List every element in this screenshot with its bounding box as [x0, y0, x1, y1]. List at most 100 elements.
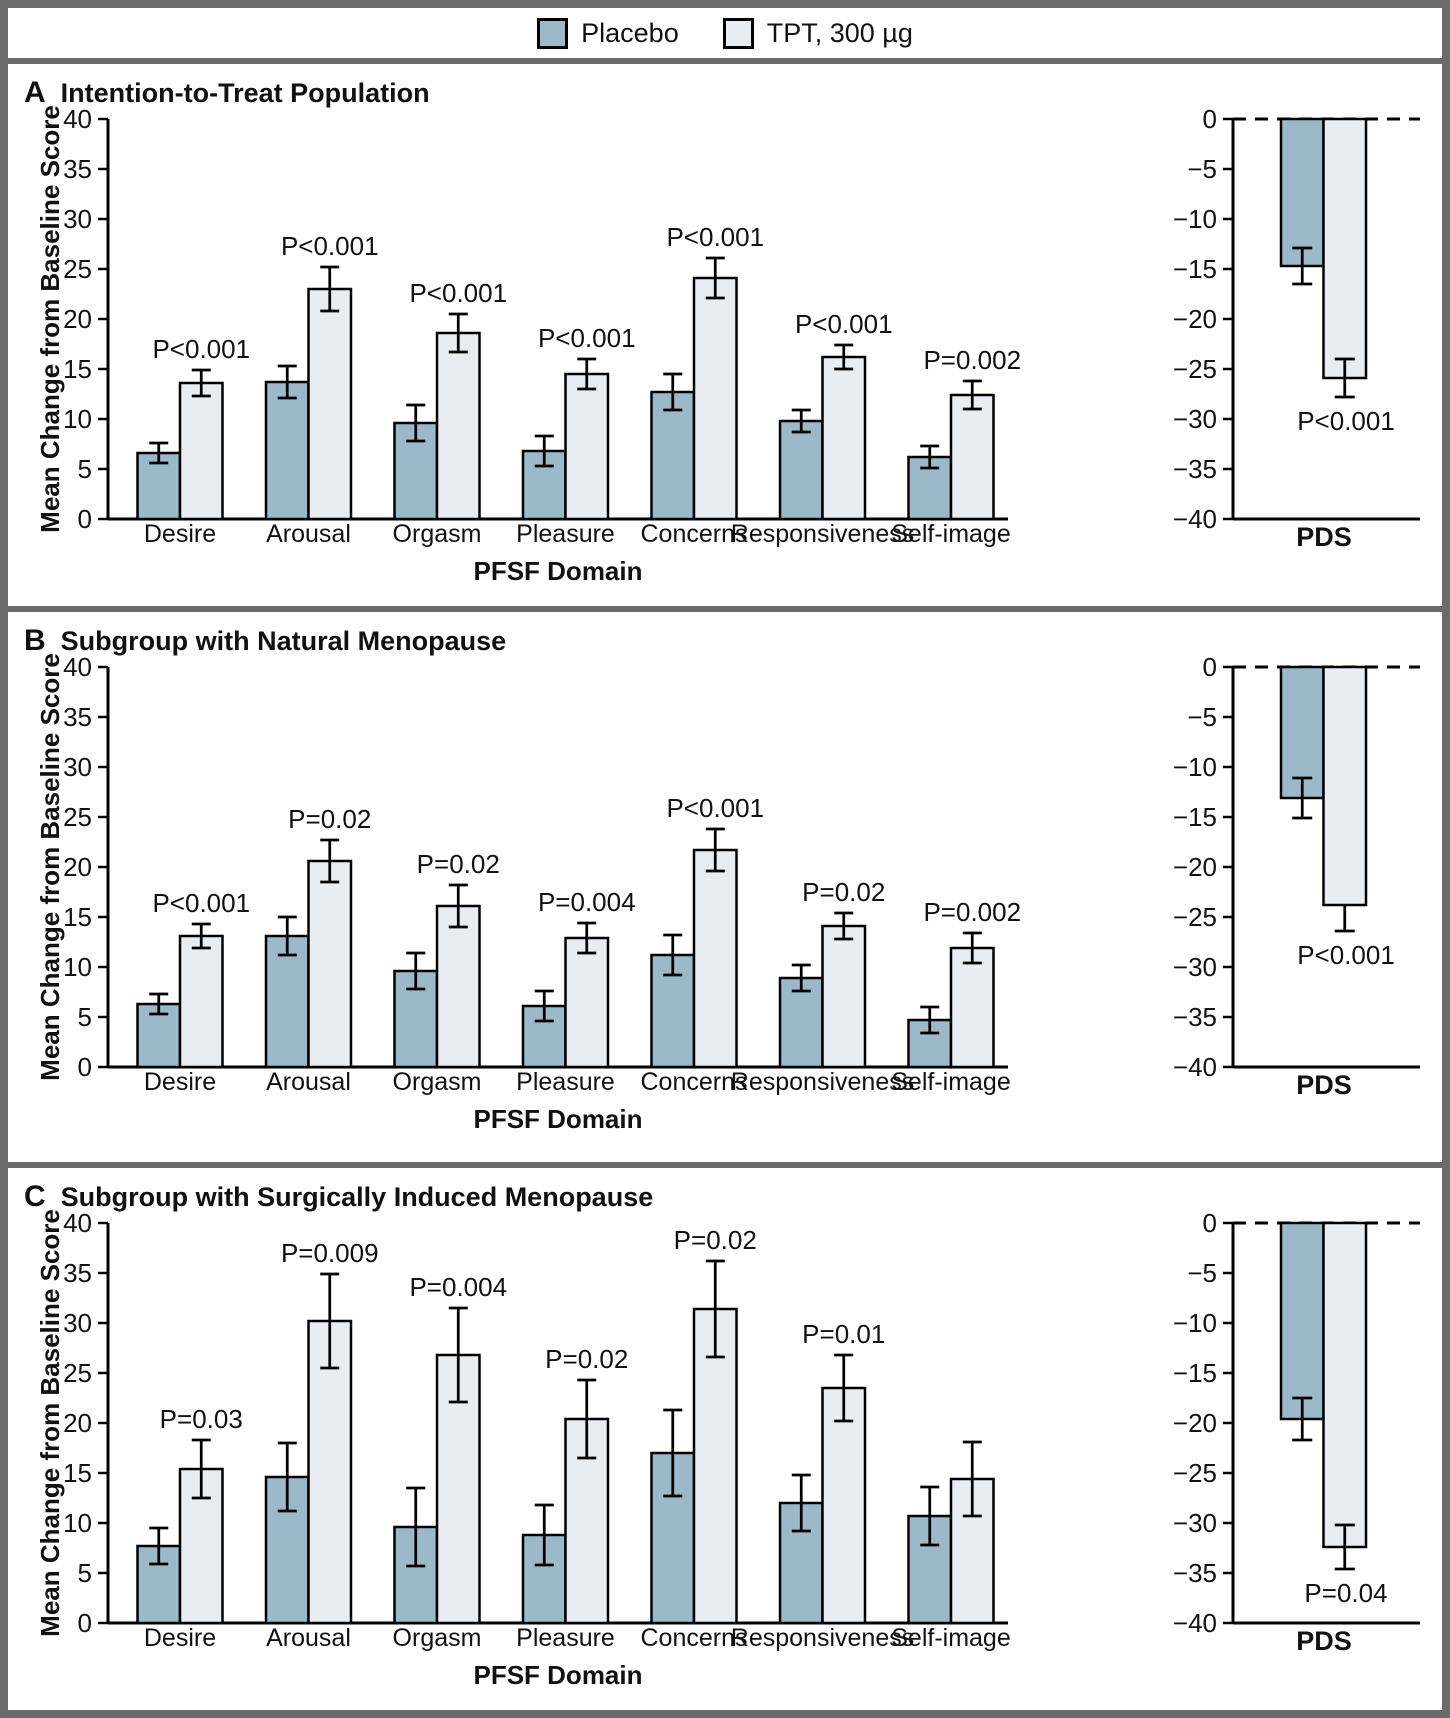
legend-label: TPT, 300 µg [766, 17, 913, 48]
y-tick-label: 20 [63, 852, 92, 882]
bar-tpt-pleasure [564, 372, 610, 521]
pds-y-tick-label: −35 [1173, 454, 1217, 484]
y-tick-label: 35 [63, 1258, 92, 1288]
x-tick-label: Self-image [891, 520, 1011, 548]
p-value-label: P<0.001 [281, 231, 379, 261]
bar-tpt-arousal [307, 859, 353, 1069]
y-tick-label: 0 [78, 504, 92, 534]
pds-p-value-label: P=0.04 [1304, 1578, 1387, 1608]
p-value-label: P<0.001 [152, 888, 250, 918]
x-axis-label: PFSF Domain [473, 556, 642, 586]
bar-tpt-concerns [692, 848, 738, 1069]
pds-y-tick-label: −10 [1173, 1308, 1217, 1338]
x-tick-label: Concerns [641, 520, 748, 548]
y-tick-label: 20 [63, 1408, 92, 1438]
pds-y-tick-label: −5 [1187, 1258, 1217, 1288]
panel-title-text: Subgroup with Natural Menopause [60, 626, 507, 656]
pds-y-tick-label: −20 [1173, 304, 1217, 334]
bar-tpt-orgasm [435, 331, 481, 521]
y-axis-label: Mean Change from Baseline Score [35, 106, 65, 533]
bar-tpt-concerns [692, 1307, 738, 1625]
legend-label: Placebo [581, 17, 679, 48]
p-value-label: P=0.02 [674, 1225, 757, 1255]
x-tick-label: Arousal [266, 1624, 351, 1652]
bar-tpt-orgasm [435, 904, 481, 1069]
pds-y-tick-label: −25 [1173, 354, 1217, 384]
pds-y-tick-label: −40 [1173, 1052, 1217, 1082]
pds-y-tick-label: −15 [1173, 1358, 1217, 1388]
separator [8, 606, 1442, 612]
p-value-label: P=0.02 [802, 877, 885, 907]
x-tick-label: Responsiveness [731, 1624, 914, 1652]
y-tick-label: 20 [63, 304, 92, 334]
pds-p-value-label: P<0.001 [1297, 406, 1395, 436]
pds-y-tick-label: −25 [1173, 902, 1217, 932]
y-tick-label: 35 [63, 702, 92, 732]
pds-x-label: PDS [1296, 1070, 1352, 1100]
panel-b: B Subgroup with Natural Menopause 0 5 10 15… [8, 612, 1442, 1162]
p-value-label: P<0.001 [666, 793, 764, 823]
x-tick-label: Pleasure [516, 1624, 615, 1652]
pds-y-tick-label: −30 [1173, 404, 1217, 434]
y-tick-label: 15 [63, 902, 92, 932]
panel-title-text: Intention-to-Treat Population [60, 78, 430, 108]
pds-y-tick-label: −40 [1173, 504, 1217, 534]
y-tick-label: 30 [63, 1308, 92, 1338]
bar-tpt-self-image [949, 946, 995, 1069]
y-axis-label: Mean Change from Baseline Score [35, 654, 65, 1081]
bar-tpt-self-image [949, 393, 995, 521]
y-tick-label: 25 [63, 1358, 92, 1388]
pds-y-tick-label: 0 [1203, 1210, 1217, 1238]
y-tick-label: 35 [63, 154, 92, 184]
y-tick-label: 0 [78, 1052, 92, 1082]
p-value-label: P=0.002 [923, 345, 1021, 375]
pds-y-tick-label: −20 [1173, 1408, 1217, 1438]
y-tick-label: 10 [63, 1508, 92, 1538]
panel-b-title: B Subgroup with Natural Menopause [8, 612, 1442, 657]
x-tick-label: Arousal [266, 1068, 351, 1096]
y-tick-label: 0 [78, 1608, 92, 1638]
pds-y-tick-label: −5 [1187, 702, 1217, 732]
x-tick-label: Pleasure [516, 520, 615, 548]
x-tick-label: Concerns [641, 1068, 748, 1096]
p-value-label: P<0.001 [538, 323, 636, 353]
p-value-label: P<0.001 [409, 278, 507, 308]
panel-a: A Intention-to-Treat Population 0 5 10 15 20… [8, 64, 1442, 606]
bar-placebo-arousal [264, 380, 310, 521]
legend: Placebo TPT, 300 µg [8, 8, 1442, 58]
x-tick-label: Desire [144, 1068, 216, 1096]
pds-bar-tpt [1322, 665, 1368, 907]
pds-y-tick-label: −20 [1173, 852, 1217, 882]
y-tick-label: 5 [78, 1002, 92, 1032]
y-tick-label: 10 [63, 404, 92, 434]
p-value-label: P=0.009 [281, 1238, 379, 1268]
x-tick-label: Self-image [891, 1068, 1011, 1096]
x-tick-label: Responsiveness [731, 1068, 914, 1096]
bar-tpt-desire [178, 934, 224, 1069]
p-value-label: P=0.03 [160, 1404, 243, 1434]
p-value-label: P=0.02 [417, 849, 500, 879]
pds-bar-placebo [1279, 1221, 1325, 1421]
p-value-label: P=0.004 [538, 887, 636, 917]
pds-y-tick-label: 0 [1203, 106, 1217, 134]
panel-a-title: A Intention-to-Treat Population [8, 64, 1442, 109]
bar-tpt-desire [178, 381, 224, 521]
pds-y-tick-label: −35 [1173, 1002, 1217, 1032]
p-value-label: P=0.02 [288, 804, 371, 834]
x-tick-label: Desire [144, 520, 216, 548]
panel-c: C Subgroup with Surgically Induced Menop… [8, 1168, 1442, 1710]
y-tick-label: 5 [78, 1558, 92, 1588]
y-tick-label: 15 [63, 354, 92, 384]
y-tick-label: 5 [78, 454, 92, 484]
pds-y-tick-label: −30 [1173, 952, 1217, 982]
pds-y-tick-label: −35 [1173, 1558, 1217, 1588]
bar-tpt-pleasure [564, 936, 610, 1069]
separator [8, 58, 1442, 64]
pds-y-tick-label: −15 [1173, 802, 1217, 832]
x-tick-label: Responsiveness [731, 520, 914, 548]
p-value-label: P<0.001 [152, 334, 250, 364]
x-tick-label: Orgasm [393, 1624, 482, 1652]
y-tick-label: 10 [63, 952, 92, 982]
